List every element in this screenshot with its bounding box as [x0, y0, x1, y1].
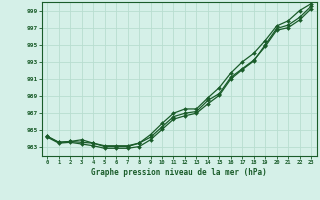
- X-axis label: Graphe pression niveau de la mer (hPa): Graphe pression niveau de la mer (hPa): [91, 168, 267, 177]
